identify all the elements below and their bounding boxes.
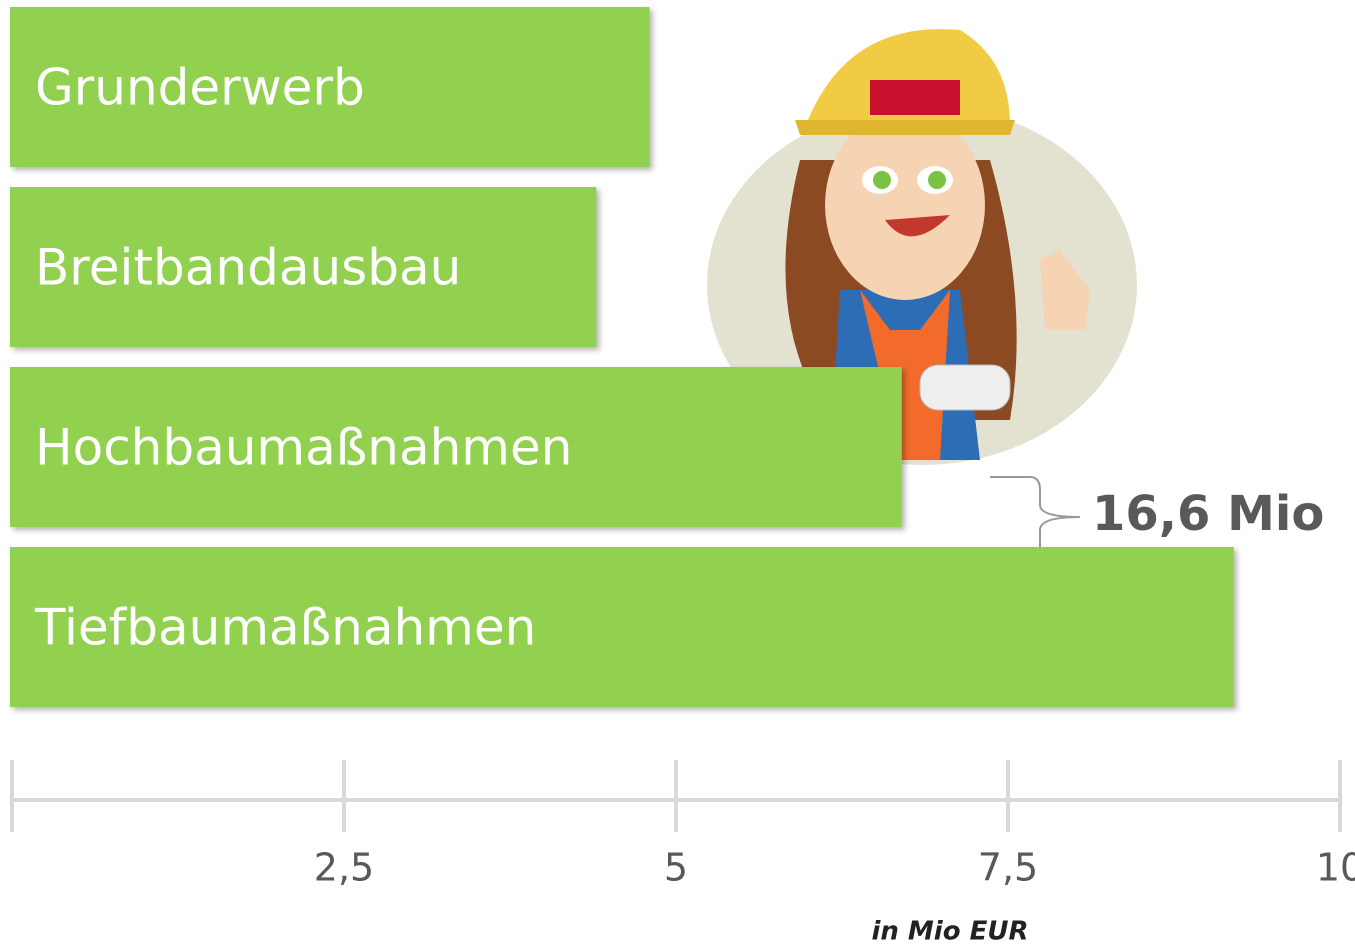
bar: [10, 547, 1234, 707]
category-label: Tiefbaumaßnahmen: [34, 599, 536, 657]
bar: [10, 7, 650, 167]
bar: [10, 367, 902, 527]
category-label: Hochbaumaßnahmen: [35, 419, 572, 477]
x-tick-label: 2,5: [314, 846, 374, 890]
bar: [10, 187, 597, 347]
x-tick-label: 7,5: [978, 846, 1038, 890]
x-tick-label: 5: [664, 846, 688, 890]
x-tick-label: 10: [1316, 846, 1355, 890]
annotation: 16,6 Mio: [1092, 486, 1324, 542]
category-label: Grunderwerb: [35, 59, 365, 117]
x-axis-label: in Mio EUR: [871, 917, 1028, 946]
category-label: Breitbandausbau: [35, 239, 461, 297]
